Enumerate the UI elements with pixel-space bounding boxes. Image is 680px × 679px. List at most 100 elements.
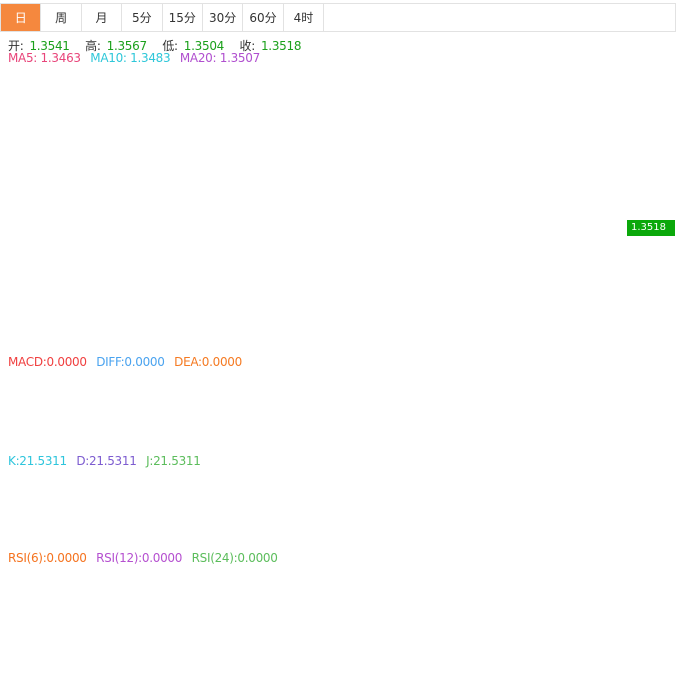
j-line bbox=[3, 467, 588, 543]
macd-bar bbox=[54, 389, 61, 409]
high-value: 1.3567 bbox=[106, 39, 148, 53]
macd-bar bbox=[386, 408, 393, 433]
macd-bar bbox=[260, 408, 267, 422]
candle-body bbox=[332, 256, 339, 267]
candle-body bbox=[0, 308, 7, 316]
candle-body bbox=[225, 134, 231, 165]
macd-bar bbox=[368, 408, 375, 429]
macd-bar bbox=[198, 403, 205, 409]
time-label: 3月 bbox=[107, 649, 123, 661]
candle-body bbox=[512, 179, 519, 183]
macd-bar bbox=[395, 408, 402, 433]
macd-bar bbox=[216, 408, 223, 413]
macd-bar bbox=[521, 395, 528, 409]
ma20-value: MA20: 1.3507 bbox=[179, 51, 260, 65]
tab-3[interactable]: 5分 bbox=[122, 4, 163, 31]
candle-body bbox=[269, 128, 276, 161]
period-tabs: 日周月 5分 15分 30分 60分 4时 bbox=[0, 3, 676, 32]
price-tick-label: 1.3863 bbox=[633, 62, 668, 73]
macd-bar bbox=[162, 383, 169, 409]
candle-body bbox=[171, 82, 178, 84]
candle-body bbox=[90, 184, 97, 201]
candle-body bbox=[278, 160, 285, 190]
macd-bar bbox=[458, 387, 465, 409]
macd-bar bbox=[575, 408, 582, 411]
rsi24-line bbox=[3, 566, 588, 611]
rsi12-value: RSI(12):0.0000 bbox=[96, 551, 183, 565]
macd-bar bbox=[207, 408, 214, 410]
macd-bar bbox=[225, 408, 231, 420]
macd-bar bbox=[476, 383, 483, 409]
candle-body bbox=[81, 186, 88, 214]
candle-body bbox=[350, 231, 357, 247]
macd-value: MACD:0.0000 bbox=[8, 355, 87, 369]
macd-bar bbox=[242, 408, 249, 422]
macd-bar bbox=[269, 408, 276, 426]
candle-body bbox=[368, 231, 375, 254]
macd-bar bbox=[171, 384, 178, 409]
ohlc-legend: 开: 1.3541 高: 1.3567 低: 1.3504 收: 1.3518 bbox=[8, 37, 313, 54]
j-value: J:21.5311 bbox=[146, 454, 201, 468]
macd-bar bbox=[557, 408, 564, 427]
candle-body bbox=[548, 290, 555, 297]
macd-legend: MACD:0.0000 DIFF:0.0000 DEA:0.0000 bbox=[8, 355, 248, 369]
candle-body bbox=[99, 167, 106, 202]
close-label: 收: bbox=[239, 39, 256, 53]
candle-body bbox=[153, 93, 160, 118]
candle-body bbox=[377, 253, 384, 263]
candle-body bbox=[467, 172, 474, 178]
macd-bar bbox=[494, 391, 501, 409]
candle-body bbox=[135, 183, 142, 190]
price-tick-label: 1.3268 bbox=[633, 341, 668, 352]
macd-bar bbox=[539, 408, 546, 420]
macd-bar bbox=[90, 386, 97, 409]
candle-body bbox=[207, 110, 214, 133]
macd-bar bbox=[350, 408, 357, 437]
high-label: 高: bbox=[85, 39, 101, 53]
rsi-legend: RSI(6):0.0000 RSI(12):0.0000 RSI(24):0.0… bbox=[8, 551, 284, 565]
candle-body bbox=[530, 219, 537, 296]
tab-1[interactable]: 周 bbox=[41, 4, 82, 31]
candle-body bbox=[305, 225, 312, 230]
macd-bar bbox=[323, 408, 330, 451]
tab-4[interactable]: 15分 bbox=[163, 4, 203, 31]
tab-6[interactable]: 60分 bbox=[243, 4, 284, 31]
candle-body bbox=[54, 219, 61, 260]
macd-bar bbox=[467, 382, 474, 409]
low-value: 1.3504 bbox=[183, 39, 225, 53]
price-tick-label: 1.3665 bbox=[633, 154, 668, 165]
candle-body bbox=[584, 216, 591, 228]
candle-body bbox=[27, 255, 34, 287]
candle-body bbox=[216, 125, 223, 134]
close-value: 1.3518 bbox=[260, 39, 302, 53]
candle-body bbox=[395, 302, 402, 315]
candle-body bbox=[233, 136, 240, 163]
macd-bar bbox=[117, 392, 124, 409]
macd-bar bbox=[341, 408, 348, 443]
rsi24-value: RSI(24):0.0000 bbox=[191, 551, 278, 565]
candle-body bbox=[126, 190, 133, 192]
macd-bar bbox=[530, 408, 537, 411]
candle-body bbox=[63, 211, 70, 221]
candle-body bbox=[359, 228, 366, 233]
macd-bar bbox=[431, 408, 438, 412]
candle-body bbox=[260, 123, 267, 137]
macd-bar bbox=[27, 398, 34, 409]
candle-body bbox=[198, 110, 205, 149]
candle-body bbox=[108, 167, 115, 194]
ma10-line bbox=[3, 118, 588, 316]
macd-bar bbox=[548, 408, 555, 425]
tab-7[interactable]: 4时 bbox=[284, 4, 325, 31]
tab-0[interactable]: 日 bbox=[1, 4, 42, 31]
tab-5[interactable]: 30分 bbox=[203, 4, 244, 31]
candle-body bbox=[251, 128, 258, 136]
tab-2[interactable]: 月 bbox=[82, 4, 123, 31]
candle-body bbox=[117, 190, 124, 194]
k-value: K:21.5311 bbox=[8, 454, 67, 468]
macd-bar bbox=[18, 404, 25, 409]
candle-body bbox=[575, 209, 582, 242]
macd-bar bbox=[359, 408, 366, 431]
candle-body bbox=[314, 240, 321, 267]
macd-bar bbox=[144, 392, 151, 409]
